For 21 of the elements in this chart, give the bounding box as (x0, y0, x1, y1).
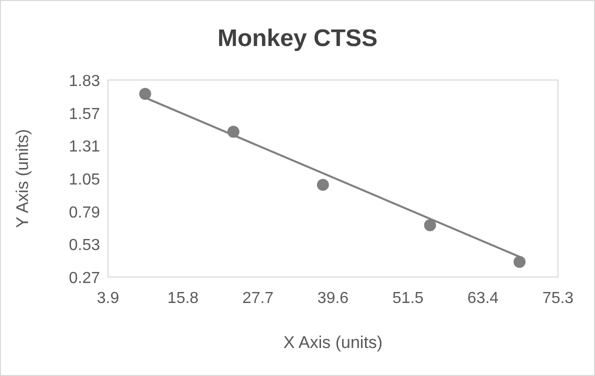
y-tick-label: 1.57 (68, 106, 100, 123)
x-tick-label: 51.5 (392, 290, 424, 307)
y-tick-label: 0.53 (68, 237, 100, 254)
y-tick-label: 0.79 (68, 204, 100, 222)
point (514, 256, 526, 268)
x-tick-label: 3.9 (96, 290, 120, 307)
point (424, 219, 436, 232)
y-tick-label: 1.31 (68, 138, 100, 156)
y-tick-label: 1.83 (68, 73, 100, 90)
x-tick-label: 75.3 (542, 290, 574, 307)
x-axis-title: X Axis (units) (283, 333, 383, 352)
x-tick-label: 39.6 (317, 290, 349, 307)
y-axis-title: Y Axis (units) (13, 129, 32, 228)
y-tick-label: 0.27 (68, 270, 100, 287)
point (139, 88, 152, 100)
point (316, 178, 329, 191)
chart-title: Monkey CTSS (217, 25, 378, 52)
x-tick-label: 27.7 (242, 290, 274, 307)
x-tick-label: 63.4 (467, 290, 499, 307)
x-tick-label: 15.8 (167, 290, 199, 307)
y-tick-label: 1.05 (68, 172, 100, 188)
